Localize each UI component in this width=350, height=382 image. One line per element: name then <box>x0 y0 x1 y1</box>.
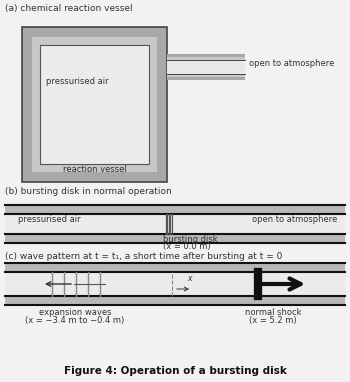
Text: x: x <box>187 274 191 283</box>
Text: pressurised air: pressurised air <box>18 215 80 225</box>
Bar <box>5 263 345 272</box>
Text: normal shock: normal shock <box>245 308 301 317</box>
Bar <box>32 37 157 172</box>
Bar <box>5 234 345 243</box>
Bar <box>5 296 345 305</box>
Text: open to atmosphere: open to atmosphere <box>252 215 337 225</box>
Bar <box>5 272 345 296</box>
Text: bursting disk: bursting disk <box>163 235 218 244</box>
Bar <box>167 54 245 80</box>
Bar <box>40 45 149 164</box>
Text: reaction vessel: reaction vessel <box>63 165 126 174</box>
Text: (x = −3.4 m to −0.4 m): (x = −3.4 m to −0.4 m) <box>25 316 125 325</box>
Bar <box>5 214 345 234</box>
Text: expansion waves: expansion waves <box>39 308 111 317</box>
Bar <box>167 57 245 77</box>
Bar <box>167 60 245 74</box>
Text: (x = 5.2 m): (x = 5.2 m) <box>249 316 297 325</box>
Text: (b) bursting disk in normal operation: (b) bursting disk in normal operation <box>5 187 172 196</box>
Text: (x = 0.0 m): (x = 0.0 m) <box>163 242 211 251</box>
Bar <box>5 205 345 214</box>
Text: open to atmosphere: open to atmosphere <box>249 59 334 68</box>
Text: pressurised air: pressurised air <box>46 77 108 86</box>
Text: (c) wave pattern at t = t₁, a short time after bursting at t = 0: (c) wave pattern at t = t₁, a short time… <box>5 252 282 261</box>
Text: (a) chemical reaction vessel: (a) chemical reaction vessel <box>5 4 133 13</box>
Bar <box>22 27 167 182</box>
Text: Figure 4: Operation of a bursting disk: Figure 4: Operation of a bursting disk <box>64 366 286 376</box>
